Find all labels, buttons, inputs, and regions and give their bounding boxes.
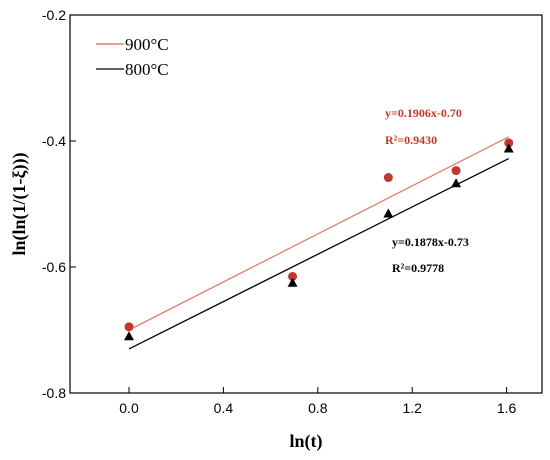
annotations-900: y=0.1906x-0.70 R²=0.9430 xyxy=(385,106,462,147)
y-axis-ticks: -0.8 -0.6 -0.4 -0.2 xyxy=(42,7,76,401)
data-point-circle xyxy=(288,271,298,281)
legend: 900°C 800°C xyxy=(96,35,169,79)
plot-area xyxy=(69,14,543,394)
data-markers xyxy=(124,138,514,341)
y-axis-title: ln(ln(1/(1-ξ))) xyxy=(9,152,30,255)
x-tick-label: 1.6 xyxy=(497,400,517,416)
data-point-triangle xyxy=(287,277,298,287)
data-point-circle xyxy=(124,322,134,332)
x-tick-label: 0.8 xyxy=(308,400,328,416)
y-tick-label: -0.4 xyxy=(42,133,66,149)
fit-line-1 xyxy=(128,157,510,350)
y-tick-label: -0.2 xyxy=(42,7,66,23)
x-tick-label: 0.0 xyxy=(119,400,139,416)
x-tick-label: 0.4 xyxy=(214,400,234,416)
legend-label-800: 800°C xyxy=(125,60,169,79)
data-point-circle xyxy=(451,166,461,176)
annotations-800: y=0.1878x-0.73 R²=0.9778 xyxy=(392,235,469,275)
data-point-circle xyxy=(504,138,514,148)
data-point-triangle xyxy=(124,331,134,341)
x-axis-ticks: 0.0 0.4 0.8 1.2 1.6 xyxy=(119,387,517,416)
equation-800: y=0.1878x-0.73 xyxy=(392,235,469,249)
data-point-triangle xyxy=(451,178,462,188)
r-squared-900: R²=0.9430 xyxy=(385,133,437,147)
data-point-triangle xyxy=(383,208,394,218)
data-point-circle xyxy=(383,173,393,183)
y-tick-label: -0.8 xyxy=(42,385,66,401)
fit-lines xyxy=(128,136,510,350)
equation-900: y=0.1906x-0.70 xyxy=(385,106,462,120)
r-squared-800: R²=0.9778 xyxy=(392,261,444,275)
fit-line-0 xyxy=(128,136,510,331)
x-tick-label: 1.2 xyxy=(402,400,422,416)
y-tick-label: -0.6 xyxy=(42,259,66,275)
x-axis-title: ln(t) xyxy=(290,431,323,452)
data-point-triangle xyxy=(503,143,514,153)
legend-label-900: 900°C xyxy=(125,35,169,54)
